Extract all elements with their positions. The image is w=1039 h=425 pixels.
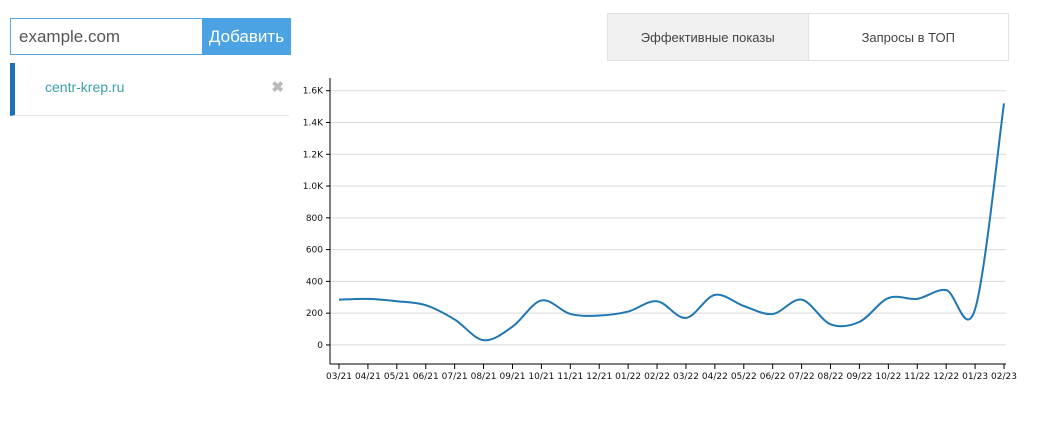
data-point bbox=[453, 318, 457, 322]
data-point bbox=[944, 288, 948, 292]
data-point bbox=[366, 297, 370, 301]
add-site-form: Добавить bbox=[10, 18, 291, 55]
data-point bbox=[800, 298, 804, 302]
x-tick-label: 11/22 bbox=[904, 372, 930, 382]
data-point bbox=[539, 298, 543, 302]
data-point bbox=[713, 293, 717, 297]
x-tick-label: 12/22 bbox=[933, 372, 959, 382]
tab-effective-impressions[interactable]: Эффективные показы bbox=[608, 14, 809, 60]
data-point bbox=[1002, 101, 1006, 105]
x-tick-label: 06/21 bbox=[413, 372, 439, 382]
y-tick-label: 200 bbox=[306, 309, 323, 319]
tab-top-queries[interactable]: Запросы в ТОП bbox=[861, 29, 955, 45]
x-tick-label: 04/22 bbox=[702, 372, 728, 382]
x-tick-label: 03/21 bbox=[326, 372, 352, 382]
x-tick-label: 06/22 bbox=[760, 372, 786, 382]
site-link[interactable]: centr-krep.ru bbox=[45, 79, 125, 95]
data-point bbox=[973, 307, 977, 311]
data-point bbox=[482, 338, 486, 342]
x-tick-label: 02/22 bbox=[644, 372, 670, 382]
domain-input[interactable] bbox=[10, 18, 202, 55]
data-point bbox=[742, 304, 746, 308]
data-point bbox=[915, 297, 919, 301]
data-point bbox=[568, 312, 572, 316]
x-tick-label: 02/23 bbox=[991, 372, 1017, 382]
x-tick-label: 10/22 bbox=[875, 372, 901, 382]
data-point bbox=[395, 299, 399, 303]
x-tick-label: 07/22 bbox=[789, 372, 815, 382]
data-point bbox=[684, 316, 688, 320]
data-point bbox=[886, 296, 890, 300]
data-point bbox=[857, 320, 861, 324]
data-point bbox=[424, 303, 428, 307]
y-tick-label: 600 bbox=[306, 246, 323, 256]
data-point bbox=[626, 310, 630, 314]
x-tick-label: 12/21 bbox=[586, 372, 612, 382]
y-tick-label: 1.2K bbox=[303, 150, 324, 160]
x-tick-label: 09/22 bbox=[846, 372, 872, 382]
x-tick-label: 08/21 bbox=[471, 372, 497, 382]
data-point bbox=[510, 325, 514, 329]
data-point bbox=[829, 322, 833, 326]
data-point bbox=[771, 312, 775, 316]
add-button[interactable]: Добавить bbox=[202, 18, 291, 55]
data-point bbox=[655, 299, 659, 303]
x-tick-label: 11/21 bbox=[557, 372, 583, 382]
y-tick-label: 1.4K bbox=[303, 118, 324, 128]
y-tick-label: 1.6K bbox=[303, 87, 324, 97]
y-tick-label: 800 bbox=[306, 214, 323, 224]
x-tick-label: 03/22 bbox=[673, 372, 699, 382]
data-point bbox=[597, 314, 601, 318]
x-tick-label: 01/22 bbox=[615, 372, 641, 382]
y-tick-label: 1.0K bbox=[303, 182, 324, 192]
y-tick-label: 0 bbox=[317, 341, 323, 351]
x-tick-label: 07/21 bbox=[442, 372, 468, 382]
x-tick-label: 08/22 bbox=[818, 372, 844, 382]
x-tick-label: 10/21 bbox=[528, 372, 554, 382]
data-point bbox=[337, 298, 341, 302]
y-tick-label: 400 bbox=[306, 277, 323, 287]
series-line bbox=[338, 103, 1005, 342]
close-icon[interactable]: ✖ bbox=[271, 79, 284, 96]
x-tick-label: 05/22 bbox=[731, 372, 757, 382]
site-list-item[interactable]: centr-krep.ru ✖ bbox=[10, 63, 289, 116]
x-tick-label: 09/21 bbox=[500, 372, 526, 382]
x-tick-label: 05/21 bbox=[384, 372, 410, 382]
tab-bar: Эффективные показы Запросы в ТОП bbox=[607, 13, 1009, 61]
x-tick-label: 01/23 bbox=[962, 372, 988, 382]
site-list: centr-krep.ru ✖ bbox=[10, 63, 289, 116]
x-tick-label: 04/21 bbox=[355, 372, 381, 382]
